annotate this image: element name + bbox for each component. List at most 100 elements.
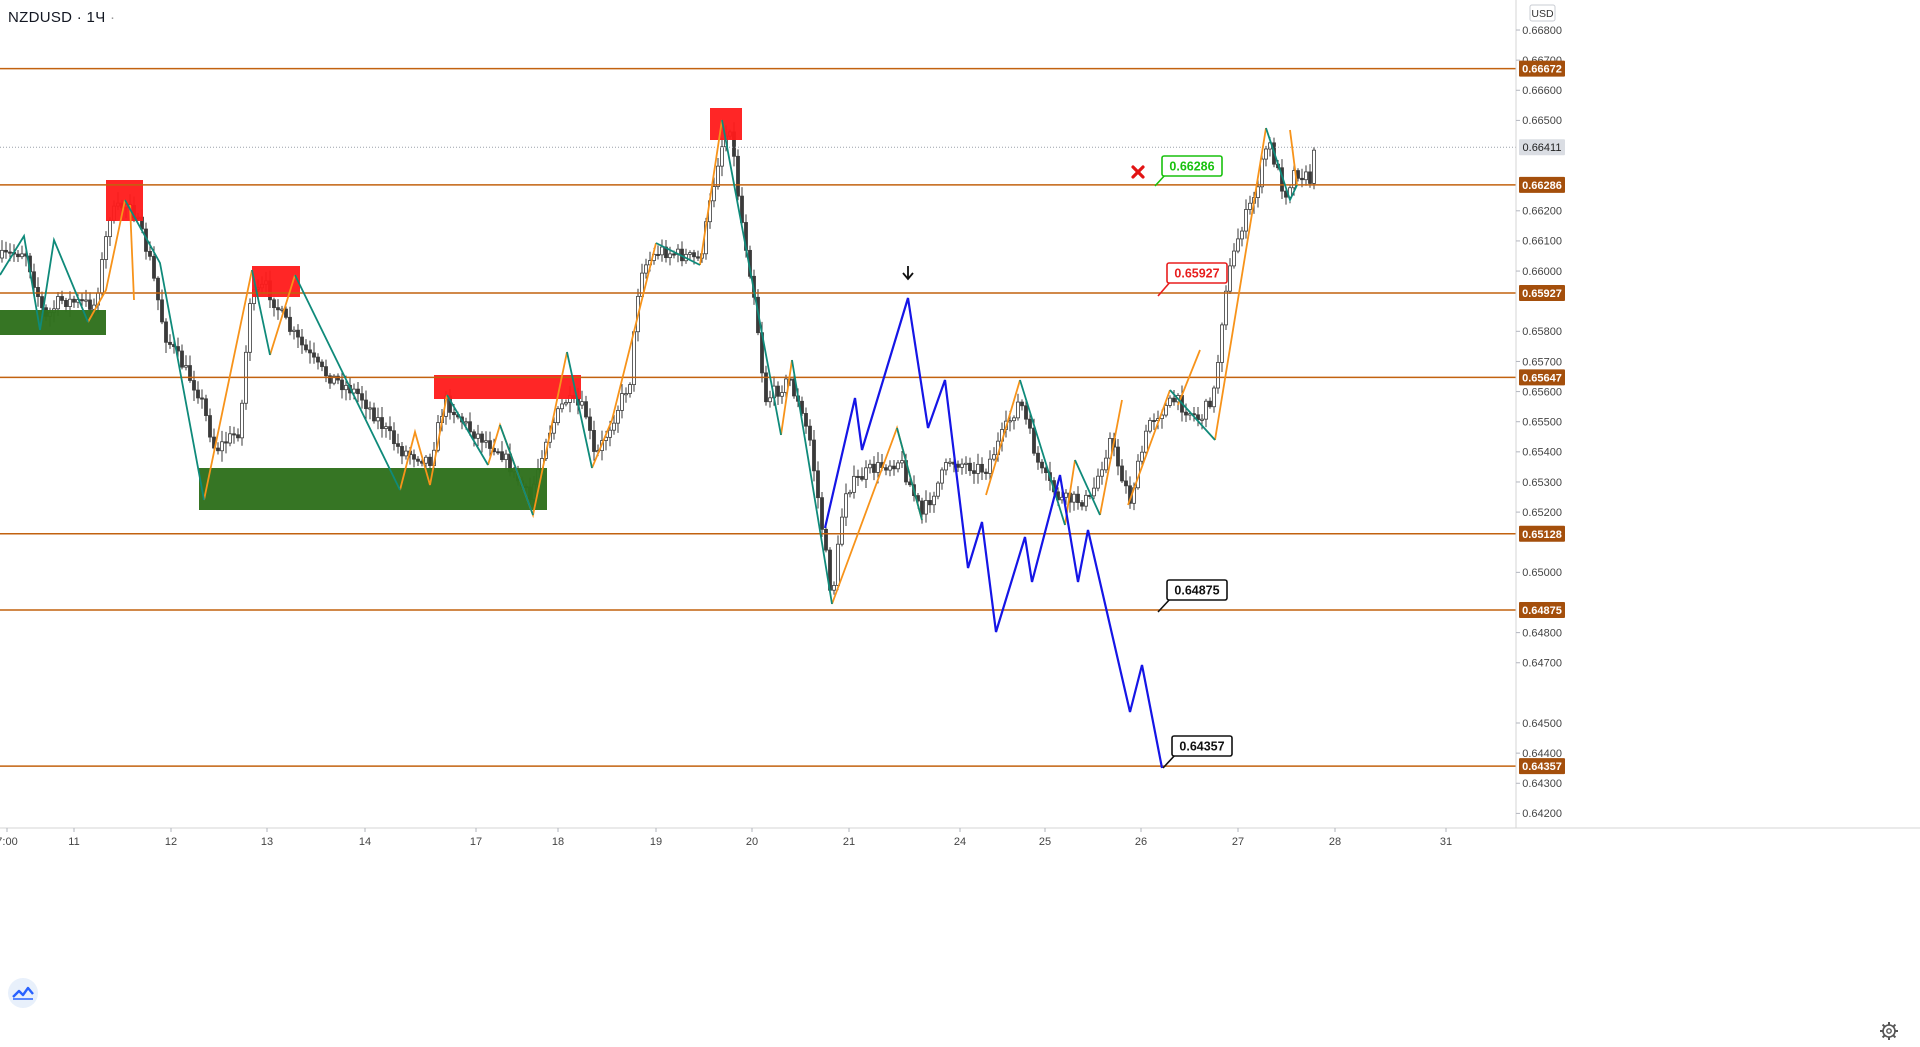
price-tick-label: 0.64400 <box>1522 748 1562 760</box>
time-tick-label: 21 <box>843 836 855 848</box>
candle-body <box>356 388 360 395</box>
candle-body <box>584 401 588 418</box>
level-price-tag-label: 0.65128 <box>1522 529 1562 541</box>
candle-body <box>616 409 620 424</box>
candle-body <box>656 253 660 256</box>
candle-body <box>296 329 300 338</box>
candle-body <box>340 379 344 391</box>
candle-body <box>764 372 768 403</box>
candle-body <box>628 384 632 394</box>
price-callout-green[interactable]: 0.66286 <box>1154 155 1223 187</box>
candle-body <box>416 458 420 462</box>
candle-body <box>328 375 332 384</box>
zigzag-down-ray <box>566 351 593 469</box>
callout-box <box>1166 262 1228 284</box>
time-axis[interactable]: 7:00 11 12 13 14 17 18 19 20 21 24 25 26 27 28 31 <box>0 827 1920 1044</box>
time-tick-label: 7:00 <box>0 836 18 848</box>
price-tick-label: 0.65000 <box>1522 567 1562 579</box>
level-price-tag <box>1519 602 1565 619</box>
symbol-title[interactable]: NZDUSD · 1Ч · <box>8 9 115 26</box>
candle-body <box>184 365 188 368</box>
candle-body <box>192 380 196 391</box>
price-axis[interactable]: 0.64200 0.64300 0.64400 0.64500 0.64700 0.648… <box>1515 0 1920 828</box>
candle-body <box>808 425 812 441</box>
candle-body <box>1232 250 1236 267</box>
candle-body <box>552 422 556 434</box>
candle-body <box>1028 418 1032 429</box>
candle-body <box>288 316 292 332</box>
zigzag-up-ray <box>269 274 296 356</box>
time-tick-label: 11 <box>68 836 79 848</box>
candle-body <box>396 443 400 447</box>
level-price-tag-label: 0.65647 <box>1522 372 1562 384</box>
price-callout-red[interactable]: 0.65927 <box>1157 262 1228 297</box>
candle-body <box>388 426 392 432</box>
zigzag-down-ray <box>655 242 701 266</box>
candle-body <box>372 407 376 422</box>
candle-body <box>1092 487 1096 497</box>
time-tick-label: 20 <box>746 836 758 848</box>
price-tick-label: 0.66500 <box>1522 115 1562 127</box>
candle-body <box>80 299 84 302</box>
candle-body <box>624 393 628 396</box>
price-tick-label: 0.66200 <box>1522 206 1562 218</box>
candle-body <box>60 296 64 301</box>
level-price-tag <box>1519 525 1565 542</box>
candle-body <box>308 349 312 354</box>
candle-body <box>412 454 416 460</box>
zigzag-down-ray <box>0 233 89 331</box>
zigzag-up-ray <box>985 379 1021 496</box>
price-callout-black[interactable]: 0.64875 <box>1157 579 1228 613</box>
candle-body <box>1140 451 1144 462</box>
price-tick-label: 0.64300 <box>1522 778 1562 790</box>
candle-body <box>1104 457 1108 471</box>
candle-body <box>36 287 40 297</box>
candle-body <box>1224 290 1228 326</box>
price-tick-label: 0.65300 <box>1522 477 1562 489</box>
candle-body <box>672 253 676 256</box>
candle-body <box>496 451 500 454</box>
price-callout-black[interactable]: 0.64357 <box>1162 735 1233 769</box>
candle-body <box>108 219 112 238</box>
price-tick-label: 0.64200 <box>1522 808 1562 820</box>
price-tick-label: 0.64500 <box>1522 718 1562 730</box>
zigzag-down-ray <box>896 427 923 521</box>
candle-body <box>360 393 364 401</box>
time-tick-label: 26 <box>1135 836 1147 848</box>
candle-body <box>1120 465 1124 482</box>
price-callouts: 0.66286 0.65927 0.64875 0.64357 <box>1154 155 1233 769</box>
time-tick-label: 17 <box>470 836 482 848</box>
tradingview-logo-icon[interactable] <box>8 978 38 1008</box>
callout-box <box>1161 155 1223 177</box>
candle-body <box>504 453 508 461</box>
price-tick-label: 0.65800 <box>1522 326 1562 338</box>
candle-body <box>1116 446 1120 467</box>
level-price-tag-label: 0.66672 <box>1522 64 1562 76</box>
candle-body <box>500 451 504 461</box>
candle-body <box>168 341 172 345</box>
candle-body <box>712 186 716 202</box>
candle-body <box>692 252 696 258</box>
candle-body <box>20 253 24 258</box>
candle-body <box>240 402 244 439</box>
zigzag-down-ray <box>294 274 401 491</box>
candle-body <box>644 264 648 274</box>
candle-body <box>864 467 868 480</box>
candle-body <box>4 249 8 253</box>
candle-body <box>936 482 940 497</box>
price-tick-label: 0.65500 <box>1522 417 1562 429</box>
candle-body <box>300 336 304 346</box>
candle-body <box>392 430 396 445</box>
candle-body <box>208 415 212 438</box>
candle-body <box>804 413 808 427</box>
candle-body <box>160 299 164 323</box>
settings-gear-icon[interactable] <box>1878 1020 1900 1042</box>
candle-body <box>164 321 168 343</box>
candle-body <box>612 422 616 431</box>
candle-body <box>852 475 856 493</box>
zigzag-up-ray <box>699 119 723 266</box>
currency-badge[interactable] <box>1529 4 1556 22</box>
candle-body <box>688 252 692 255</box>
candle-body <box>856 475 860 478</box>
